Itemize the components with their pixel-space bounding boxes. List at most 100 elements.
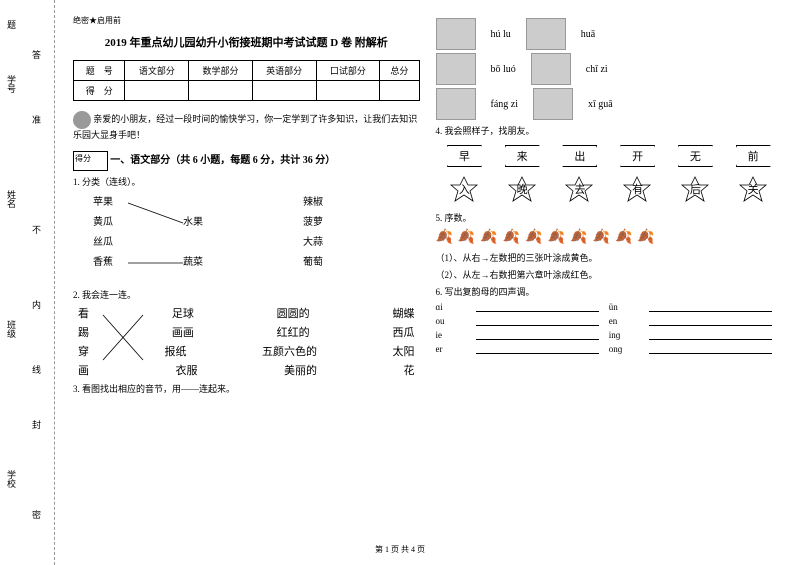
margin-dash: 封 [30, 420, 43, 429]
flower-image [526, 18, 566, 50]
binding-margin: 题 答 学号 准 姓名 不 内 班级 线 封 学校 密 [0, 0, 55, 565]
margin-dash: 密 [30, 510, 43, 519]
td: 得 分 [74, 81, 125, 101]
margin-dash: 准 [30, 115, 43, 124]
flag: 出 [562, 145, 597, 167]
pinyin-row: bō luó chǐ zi [436, 53, 783, 85]
confidential-header: 绝密★启用前 [73, 15, 420, 26]
margin-dash: 答 [30, 50, 43, 59]
margin-xuehao: 学号 [5, 75, 18, 93]
question-2: 2. 我会连一连。 [73, 288, 420, 301]
q2-area: 看 足球 圆圆的 蝴蝶 踢 画画 红红的 西瓜 穿 报纸 五颜六色的 太阳 画 … [73, 305, 420, 378]
pinyin-row: fáng zi xī guā [436, 88, 783, 120]
q2-lines [73, 305, 420, 378]
gourd-image [436, 88, 476, 120]
exam-title: 2019 年重点幼儿园幼升小衔接班期中考试试题 D 卷 附解析 [73, 34, 420, 50]
item: 辣椒 [303, 193, 323, 213]
question-1: 1. 分类（连线）。 [73, 175, 420, 188]
fill-row: er onɡ [436, 344, 783, 354]
fill-row: ou en [436, 316, 783, 326]
lbl: ou [436, 316, 466, 326]
lbl: er [436, 344, 466, 354]
section1-title: 一、语文部分（共 6 小题，每题 6 分，共计 36 分） [110, 155, 335, 166]
question-5: 5. 序数。 [436, 211, 783, 224]
td [316, 81, 380, 101]
lbl: inɡ [609, 330, 639, 340]
td [189, 81, 253, 101]
pinyin: xī guā [588, 99, 613, 110]
lbl: onɡ [609, 344, 639, 354]
blank [649, 344, 772, 354]
mascot-icon [73, 111, 91, 129]
flag: 开 [620, 145, 655, 167]
fill-row: ie inɡ [436, 330, 783, 340]
blank [476, 316, 599, 326]
blank [649, 330, 772, 340]
left-column: 绝密★启用前 2019 年重点幼儿园幼升小衔接班期中考试试题 D 卷 附解析 题… [65, 15, 428, 550]
item: 香蕉 [93, 253, 113, 273]
blank [476, 330, 599, 340]
q5-sub1: （1）、从右→左数把的三张叶涂成黄色。 [436, 251, 783, 264]
question-4: 4. 我会照样子，找朋友。 [436, 124, 783, 137]
q1-match-area: 苹果 黄瓜 丝瓜 香蕉 水果 蔬菜 辣椒 菠萝 大蒜 葡萄 [73, 193, 420, 283]
td [125, 81, 189, 101]
q1-right-col: 辣椒 菠萝 大蒜 葡萄 [303, 193, 323, 273]
pinyin: fáng zi [491, 99, 519, 110]
star: 有 [620, 175, 655, 203]
lbl: ie [436, 330, 466, 340]
flag: 无 [678, 145, 713, 167]
star: 入 [447, 175, 482, 203]
pineapple-image [436, 18, 476, 50]
star-row: 入 晚 去 有 后 关 [436, 175, 783, 203]
star: 关 [736, 175, 771, 203]
th: 口试部分 [316, 61, 380, 81]
question-6: 6. 写出复韵母的四声调。 [436, 285, 783, 298]
q1-left-col: 苹果 黄瓜 丝瓜 香蕉 [93, 193, 113, 273]
star: 去 [562, 175, 597, 203]
star: 晚 [505, 175, 540, 203]
page-content: 绝密★启用前 2019 年重点幼儿园幼升小衔接班期中考试试题 D 卷 附解析 题… [55, 0, 800, 565]
lbl: ün [609, 302, 639, 312]
td [380, 81, 419, 101]
match-lines [73, 193, 420, 283]
blank [476, 344, 599, 354]
intro-text: 亲爱的小朋友，经过一段时间的愉快学习，你一定学到了许多知识，让我们去知识乐园大显… [73, 111, 420, 143]
item: 大蒜 [303, 233, 323, 253]
leaf-image [531, 53, 571, 85]
th: 总分 [380, 61, 419, 81]
q1-mid-col: 水果 蔬菜 [183, 213, 203, 273]
right-column: hú lu huā bō luó chǐ zi fáng zi xī guā 4… [428, 15, 791, 550]
lbl: ɑi [436, 302, 466, 312]
page-footer: 第 1 页 共 4 页 [0, 544, 800, 555]
blank [476, 302, 599, 312]
margin-xuexiao: 学校 [5, 470, 18, 488]
flag: 早 [447, 145, 482, 167]
pinyin: huā [581, 29, 595, 40]
pinyin: chǐ zi [586, 64, 608, 75]
th: 语文部分 [125, 61, 189, 81]
th: 英语部分 [252, 61, 316, 81]
margin-banji: 班级 [5, 320, 18, 338]
item: 蔬菜 [183, 253, 203, 273]
item: 水果 [183, 213, 203, 233]
q5-sub2: （2）、从左→右数把第六章叶涂成红色。 [436, 268, 783, 281]
item: 葡萄 [303, 253, 323, 273]
margin-dash: 不 [30, 225, 43, 234]
margin-xingming: 姓名 [5, 190, 18, 208]
ruler-image [533, 88, 573, 120]
pinyin: hú lu [491, 29, 511, 40]
score-input-box: 得分 [73, 151, 108, 171]
score-table: 题 号 语文部分 数学部分 英语部分 口试部分 总分 得 分 [73, 60, 420, 101]
score-row: 得分 一、语文部分（共 6 小题，每题 6 分，共计 36 分） [73, 151, 420, 171]
th: 数学部分 [189, 61, 253, 81]
flag-row: 早 来 出 开 无 前 [436, 145, 783, 167]
flag: 来 [505, 145, 540, 167]
td [252, 81, 316, 101]
pinyin: bō luó [491, 64, 516, 75]
blank [649, 302, 772, 312]
fill-row: ɑi ün [436, 302, 783, 312]
house-image [436, 53, 476, 85]
question-3: 3. 看图找出相应的音节，用——连起来。 [73, 382, 420, 395]
lbl: en [609, 316, 639, 326]
intro-content: 亲爱的小朋友，经过一段时间的愉快学习，你一定学到了许多知识，让我们去知识乐园大显… [73, 114, 417, 140]
